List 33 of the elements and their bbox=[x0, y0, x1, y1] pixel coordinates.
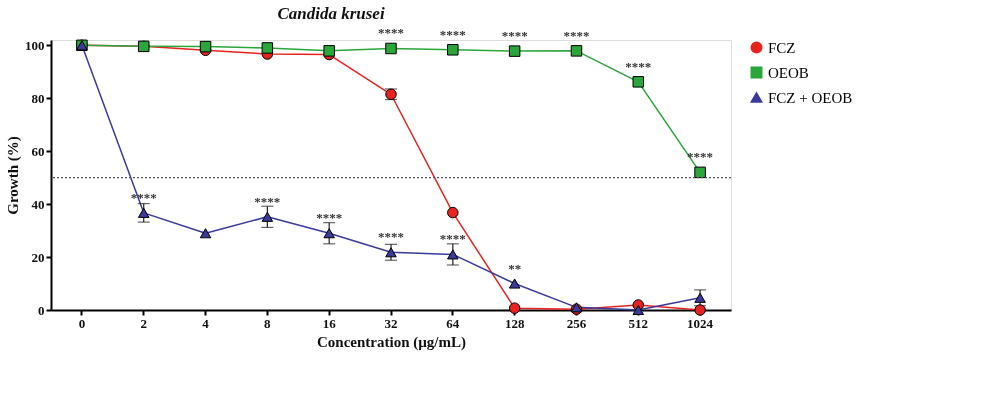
annotation: **** bbox=[316, 210, 343, 226]
annotation: ** bbox=[508, 260, 522, 276]
chart-title: Candida krusei bbox=[277, 4, 385, 24]
y-tick-label: 80 bbox=[31, 90, 45, 106]
y-axis-title: Growth (%) bbox=[5, 136, 22, 215]
x-tick-label: 16 bbox=[322, 315, 337, 331]
legend-label: FCZ bbox=[768, 39, 796, 56]
annotation: **** bbox=[563, 27, 590, 43]
y-tick-label: 40 bbox=[31, 196, 45, 212]
annotation: **** bbox=[378, 25, 404, 41]
y-tick-label: 100 bbox=[25, 37, 45, 53]
x-tick-label: 4 bbox=[202, 315, 210, 331]
x-tick-label: 256 bbox=[566, 315, 587, 331]
annotation: **** bbox=[439, 26, 466, 42]
annotation: **** bbox=[439, 231, 466, 247]
annotation: **** bbox=[378, 229, 404, 245]
x-axis-title: Concentration (µg/mL) bbox=[316, 333, 467, 351]
y-tick-label: 20 bbox=[31, 249, 45, 265]
legend-label: OEOB bbox=[768, 64, 809, 81]
annotation: **** bbox=[501, 28, 528, 44]
x-tick-label: 512 bbox=[628, 315, 649, 331]
legend-label: FCZ + OEOB bbox=[768, 89, 853, 106]
y-tick-label: 60 bbox=[31, 143, 45, 159]
x-tick-label: 2 bbox=[140, 315, 147, 331]
y-tick-label: 0 bbox=[38, 302, 45, 318]
annotation: **** bbox=[625, 58, 652, 74]
x-tick-label: 32 bbox=[384, 315, 398, 331]
annotation: **** bbox=[254, 193, 281, 209]
x-tick-label: 1024 bbox=[687, 315, 714, 331]
x-tick-label: 0 bbox=[78, 315, 86, 331]
x-tick-label: 64 bbox=[446, 315, 460, 331]
x-tick-label: 8 bbox=[264, 315, 272, 331]
x-tick-label: 128 bbox=[504, 315, 525, 331]
